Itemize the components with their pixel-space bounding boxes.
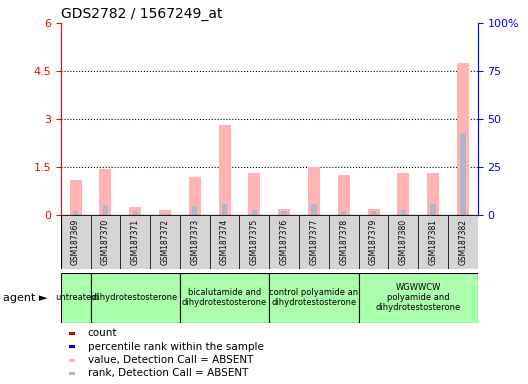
Text: percentile rank within the sample: percentile rank within the sample	[88, 341, 263, 352]
Bar	[252, 210, 257, 215]
Bar	[210, 215, 240, 269]
Bar	[240, 215, 269, 269]
Bar	[133, 212, 138, 215]
Text: GSM187379: GSM187379	[369, 219, 378, 265]
Text: GSM187380: GSM187380	[399, 219, 408, 265]
Text: bicalutamide and
dihydrotestosterone: bicalutamide and dihydrotestosterone	[182, 288, 267, 307]
Bar	[329, 215, 359, 269]
Text: WGWWCW
polyamide and
dihydrotestosterone: WGWWCW polyamide and dihydrotestosterone	[375, 283, 461, 313]
Bar	[341, 212, 346, 215]
Text: GDS2782 / 1567249_at: GDS2782 / 1567249_at	[61, 7, 222, 21]
Bar	[69, 359, 75, 362]
Text: control polyamide an
dihydrotestosterone: control polyamide an dihydrotestosterone	[269, 288, 359, 307]
Bar	[90, 273, 180, 323]
Text: GSM187373: GSM187373	[190, 219, 199, 265]
Bar	[70, 180, 82, 215]
Text: GSM187371: GSM187371	[131, 219, 140, 265]
Bar	[359, 215, 389, 269]
Bar	[398, 174, 409, 215]
Text: value, Detection Call = ABSENT: value, Detection Call = ABSENT	[88, 355, 253, 365]
Bar	[61, 215, 90, 269]
Bar	[90, 215, 120, 269]
Bar	[269, 273, 359, 323]
Bar	[269, 215, 299, 269]
Text: count: count	[88, 328, 117, 338]
Bar	[448, 215, 478, 269]
Bar	[460, 133, 466, 215]
Text: GSM187370: GSM187370	[101, 219, 110, 265]
Bar	[61, 273, 90, 323]
Text: GSM187369: GSM187369	[71, 219, 80, 265]
Bar	[389, 215, 418, 269]
Bar	[312, 204, 317, 215]
Bar	[338, 175, 350, 215]
Bar	[180, 273, 269, 323]
Bar	[69, 345, 75, 349]
Text: dihydrotestosterone: dihydrotestosterone	[92, 293, 178, 302]
Bar	[371, 212, 376, 215]
Bar	[219, 126, 231, 215]
Bar	[180, 215, 210, 269]
Text: GSM187378: GSM187378	[340, 219, 348, 265]
Bar	[162, 214, 168, 215]
Bar	[189, 177, 201, 215]
Text: GSM187376: GSM187376	[280, 219, 289, 265]
Bar	[129, 207, 141, 215]
Bar	[159, 210, 171, 215]
Bar	[69, 332, 75, 335]
Bar	[69, 372, 75, 376]
Bar	[430, 204, 436, 215]
Bar	[222, 204, 227, 215]
Bar	[248, 174, 260, 215]
Text: GSM187382: GSM187382	[458, 219, 467, 265]
Text: GSM187372: GSM187372	[161, 219, 169, 265]
Bar	[281, 211, 287, 215]
Text: untreated: untreated	[55, 293, 97, 302]
Text: GSM187374: GSM187374	[220, 219, 229, 265]
Bar	[418, 215, 448, 269]
Bar	[99, 169, 111, 215]
Bar	[299, 215, 329, 269]
Bar	[367, 209, 380, 215]
Bar	[401, 210, 406, 215]
Bar	[308, 167, 320, 215]
Text: GSM187381: GSM187381	[429, 219, 438, 265]
Text: rank, Detection Call = ABSENT: rank, Detection Call = ABSENT	[88, 368, 248, 379]
Bar	[427, 174, 439, 215]
Bar	[73, 211, 78, 215]
Text: GSM187375: GSM187375	[250, 219, 259, 265]
Bar	[192, 206, 197, 215]
Bar	[103, 205, 108, 215]
Bar	[120, 215, 150, 269]
Bar	[457, 63, 469, 215]
Bar	[278, 209, 290, 215]
Bar	[359, 273, 478, 323]
Text: GSM187377: GSM187377	[309, 219, 318, 265]
Text: agent ►: agent ►	[3, 293, 47, 303]
Bar	[150, 215, 180, 269]
